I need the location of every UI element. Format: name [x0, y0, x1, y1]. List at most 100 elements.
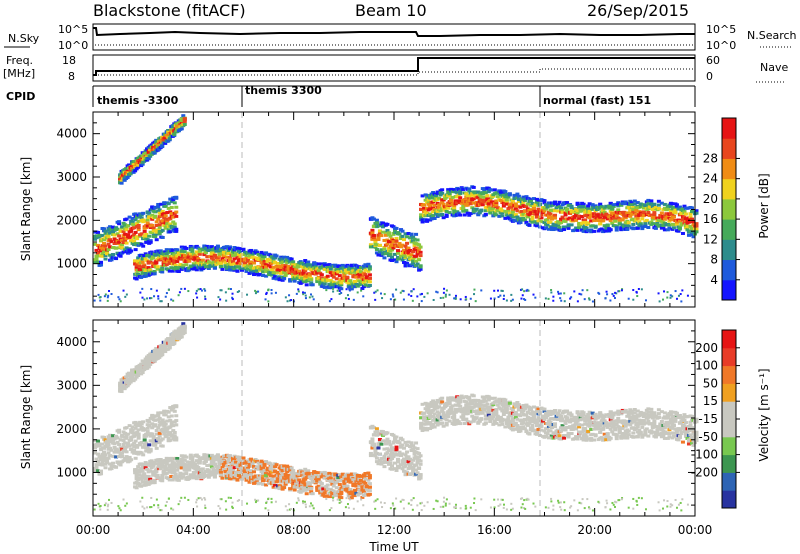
power-cell [501, 289, 504, 292]
power-cell [596, 217, 601, 221]
velocity-cell [197, 458, 202, 462]
power-cell [172, 201, 177, 205]
power-cell [172, 225, 177, 229]
power-cell [497, 214, 502, 218]
power-cell [471, 201, 476, 205]
power-cell [328, 278, 333, 282]
velocity-cell [141, 453, 146, 457]
power-cell [148, 240, 153, 244]
power-cell [659, 201, 664, 205]
power-cell [679, 293, 682, 296]
power-cell [155, 289, 158, 292]
power-cell [167, 137, 172, 141]
power-cell [154, 238, 159, 242]
power-cell [437, 206, 442, 210]
power-cell [416, 295, 419, 298]
power-cell [200, 289, 203, 292]
velocity-cell [182, 462, 187, 466]
velocity-cell [146, 365, 151, 369]
power-cell [167, 288, 170, 291]
power-cell [431, 210, 436, 214]
power-cell [187, 266, 192, 270]
power-cell [458, 213, 463, 217]
power-cell [328, 300, 331, 303]
velocity-cell [148, 434, 153, 438]
power-cell [160, 145, 165, 149]
power-cell [132, 226, 137, 230]
power-cell [367, 276, 372, 280]
power-cell [518, 221, 523, 225]
velocity-cell [160, 418, 165, 422]
velocity-cell [167, 345, 172, 349]
power-cell [562, 226, 567, 230]
power-cell [418, 267, 423, 271]
power-cell [593, 204, 598, 208]
power-cell [586, 228, 591, 232]
velocity-cell [194, 459, 199, 463]
power-cell [276, 268, 281, 272]
power-cell [187, 290, 190, 293]
power-cell [446, 188, 451, 192]
power-cell [604, 297, 607, 300]
power-cell [435, 201, 440, 205]
power-cell [599, 206, 604, 210]
power-cell [291, 260, 296, 264]
power-cell [367, 267, 372, 271]
velocity-cell [114, 434, 119, 438]
power-cell [503, 190, 508, 194]
power-cell [550, 288, 553, 291]
power-cell [172, 132, 177, 136]
power-cell [227, 247, 232, 251]
velocity-cell [200, 467, 205, 471]
power-cell [233, 253, 238, 257]
power-cell [123, 223, 128, 227]
power-cell [388, 244, 393, 248]
velocity-cell [135, 445, 140, 449]
velocity-cell [242, 470, 247, 474]
velocity-cell [252, 464, 257, 468]
velocity-cell [133, 439, 138, 443]
power-cell [661, 226, 666, 230]
velocity-cell [179, 460, 184, 464]
power-cell [276, 262, 281, 266]
velocity-cell [246, 473, 251, 477]
power-cell [383, 230, 388, 234]
velocity-cell [117, 443, 122, 447]
power-cell [448, 293, 451, 296]
power-cell [232, 257, 237, 261]
power-cell [376, 253, 381, 257]
power-cell [429, 192, 434, 196]
velocity-cell [153, 443, 158, 447]
power-cell [374, 218, 379, 222]
velocity-cell [226, 458, 231, 462]
power-cell [420, 220, 425, 224]
power-cell [450, 190, 455, 194]
velocity-cell [178, 471, 183, 475]
power-cell [674, 204, 679, 208]
velocity-cell [176, 462, 181, 466]
power-cell [250, 253, 255, 257]
power-cell [583, 218, 588, 222]
power-cell [631, 205, 636, 209]
power-cell [286, 264, 291, 268]
velocity-cell [160, 444, 165, 448]
power-cell [223, 261, 228, 265]
power-cell [181, 263, 186, 267]
velocity-cell [241, 456, 246, 460]
power-cell [480, 203, 485, 207]
power-cell [148, 239, 153, 243]
power-cell [178, 291, 181, 294]
power-cell [163, 214, 168, 218]
power-cell [241, 247, 246, 251]
power-cell [402, 290, 405, 293]
nsky-panel: N.Sky 10^5 10^0 10^5 10^0 N.Search [4, 23, 797, 52]
velocity-cell [134, 486, 139, 490]
power-cell [163, 250, 168, 254]
velocity-cell [174, 436, 179, 440]
velocity-cell [160, 427, 165, 431]
power-cell [392, 258, 397, 262]
velocity-cell [103, 453, 108, 457]
velocity-cell [218, 473, 223, 477]
velocity-cell [139, 484, 144, 488]
power-cell [476, 201, 481, 205]
